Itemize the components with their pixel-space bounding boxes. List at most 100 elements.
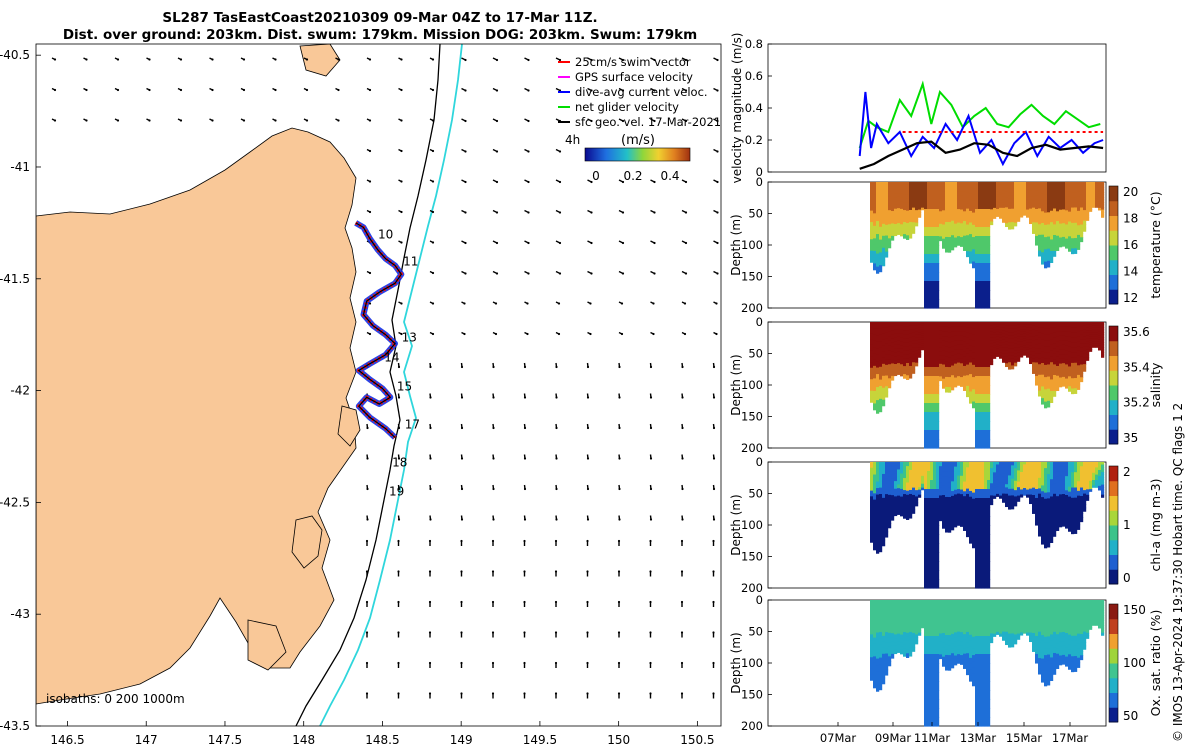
salinity-section-cell — [939, 342, 943, 348]
temperature-section-cell — [1086, 187, 1090, 191]
salinity-section-cell — [909, 369, 913, 375]
salinity-section-cell — [888, 368, 892, 375]
temperature-section-cell — [918, 187, 922, 191]
temperature-section-cell — [1086, 206, 1090, 210]
temperature-section-cell — [873, 188, 877, 196]
chla-section-cell — [1083, 469, 1087, 474]
oxygen-section-cell — [1020, 632, 1024, 636]
vector-arrow-head — [684, 241, 688, 245]
salinity-section-cell — [1041, 339, 1045, 347]
chla-section-cell — [927, 498, 931, 508]
salinity-section-cell — [1059, 382, 1063, 388]
chla-section-cell — [903, 506, 907, 511]
oxygen-section-cell — [879, 657, 883, 665]
oxygen-section-cell — [996, 600, 1000, 604]
salinity-section-cell — [1047, 352, 1051, 359]
temperature-section-cell — [987, 290, 991, 300]
map-ytick-label: -40.5 — [0, 48, 30, 62]
salinity-section-cell — [882, 339, 886, 347]
oxygen-section-cell — [1053, 658, 1057, 665]
chla-section-cell — [1002, 464, 1006, 469]
chla-section-cell — [1047, 516, 1051, 524]
oxygen-section-cell — [978, 699, 982, 709]
salinity-section-cell — [975, 322, 979, 332]
temperature-section-cell — [1095, 203, 1099, 206]
oxygen-section-cell — [969, 634, 973, 642]
temperature-section-cell — [1101, 204, 1105, 208]
chla-section-cell — [1005, 481, 1009, 485]
salinity-section-cell — [870, 362, 874, 369]
vector-arrow-head — [618, 426, 621, 430]
temperature-section-cell — [1050, 204, 1054, 212]
chla-section-cell — [996, 471, 1000, 475]
oxygen-section-cell — [990, 600, 994, 604]
salinity-section-cell — [906, 346, 910, 352]
chla-section-cell — [882, 462, 886, 469]
salinity-section-cell — [1017, 322, 1021, 326]
oxygen-section-cell — [993, 612, 997, 617]
chla-section-cell — [906, 511, 910, 516]
salinity-section-cell — [1095, 331, 1099, 334]
salinity-section-cell — [918, 339, 922, 343]
salinity-section-cell — [996, 324, 1000, 328]
salinity-section-cell — [1032, 347, 1036, 352]
vector-arrow-head — [397, 631, 400, 634]
vector-arrow-head — [85, 88, 88, 92]
temperature-section-cell — [873, 250, 877, 258]
oxygen-section-cell — [915, 612, 919, 617]
chla-section-cell — [951, 471, 955, 478]
oxygen-section-cell — [999, 607, 1003, 611]
chla-section-cell — [948, 507, 952, 513]
temperature-section-cell — [1032, 196, 1036, 201]
oxygen-section-cell — [1002, 637, 1006, 641]
chla-section-cell — [1017, 487, 1021, 491]
temperature-section-cell — [1068, 182, 1072, 188]
salinity-section-cell — [984, 331, 988, 341]
temperature-section-cell — [921, 193, 925, 197]
chla-section-cell — [1077, 466, 1081, 473]
oxygen-section-cell — [954, 623, 958, 629]
chla-section-cell — [921, 477, 925, 481]
temperature-section-cell — [984, 281, 988, 291]
temperature-section-cell — [927, 236, 931, 246]
oxygen-section-cell — [879, 676, 883, 684]
salinity-section-cell — [876, 348, 880, 356]
salinity-section-cell — [900, 329, 904, 335]
chla-section-cell — [957, 471, 961, 477]
chla-section-cell — [1041, 520, 1045, 528]
chla-section-cell — [933, 543, 937, 553]
chla-section-cell — [924, 570, 928, 580]
temperature-section-cell — [903, 226, 907, 231]
oxygen-section-cell — [894, 642, 898, 647]
vector-arrow-head — [491, 661, 495, 665]
chla-section-cell — [933, 552, 937, 562]
salinity-section-cell — [933, 340, 937, 350]
chla-section-cell — [987, 543, 991, 553]
temperature-section-cell — [882, 193, 886, 201]
chla-section-cell — [1053, 525, 1057, 532]
vector-arrow-head — [620, 302, 624, 305]
temperature-section-cell — [942, 182, 946, 188]
oxygen-section-cell — [936, 663, 940, 673]
salinity-section-cell — [1080, 356, 1084, 361]
vector-arrow-head — [523, 631, 526, 634]
salinity-section-cell — [900, 364, 904, 369]
salinity-section-cell — [1047, 394, 1051, 402]
temperature-section-cell — [954, 219, 958, 225]
chla-section-cell — [1002, 493, 1006, 498]
temperature-section-cell — [1026, 194, 1030, 198]
oxygen-section-cell — [900, 607, 904, 613]
salinity-section-cell — [1077, 370, 1081, 376]
oxygen-section-cell — [948, 615, 952, 621]
salinity-section-cell — [1035, 366, 1039, 373]
oxygen-section-cell — [1044, 655, 1048, 662]
chla-section-cell — [1056, 471, 1060, 478]
chla-section-cell — [891, 515, 895, 521]
temperature-section-cell — [888, 238, 892, 244]
oxygen-section-cell — [972, 618, 976, 626]
chla-section-cell — [957, 502, 961, 508]
vector-arrow-head — [431, 58, 435, 61]
oxygen-section-cell — [939, 616, 943, 622]
oxygen-section-cell — [1056, 624, 1060, 630]
chla-section-cell — [888, 504, 892, 510]
